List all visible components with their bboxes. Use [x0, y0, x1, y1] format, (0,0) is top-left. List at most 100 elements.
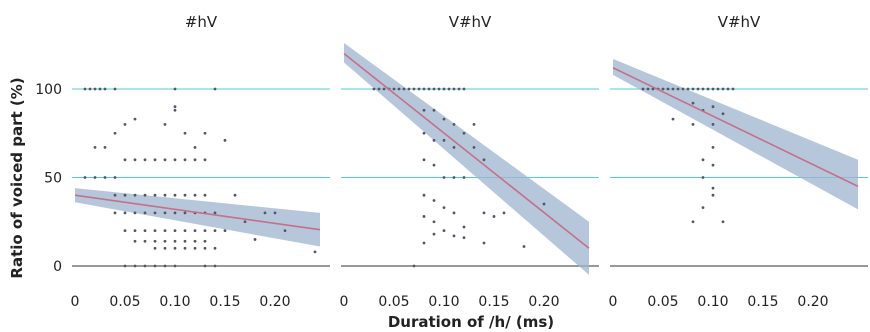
data-point [452, 87, 456, 91]
data-point [502, 211, 506, 215]
panels-layer: 0 50 100 #hV 0 0.05 0.10 0.15 0.20 V#hV 0 0.05 0.10 0… [35, 13, 868, 310]
data-point [83, 176, 87, 179]
data-point [392, 87, 396, 91]
data-point [422, 87, 426, 91]
data-point [417, 87, 421, 91]
data-point [666, 87, 670, 91]
x-tick-label: 0.10 [697, 294, 728, 310]
data-point [213, 87, 217, 91]
data-point [407, 87, 411, 91]
y-tick-label: 0 [53, 259, 62, 275]
data-point [447, 87, 451, 91]
data-point [193, 246, 197, 250]
x-tick-label: 0 [340, 294, 349, 310]
data-point [671, 87, 675, 91]
data-point [661, 87, 665, 91]
data-point [133, 117, 137, 121]
data-point [103, 87, 107, 91]
data-point [482, 211, 486, 215]
x-tick-label: 0.05 [647, 294, 678, 310]
x-axis-title: Duration of /h/ (ms) [388, 313, 554, 331]
data-point [193, 229, 197, 233]
data-point [173, 108, 177, 112]
data-point [133, 193, 137, 197]
x-tick-label: 0.20 [797, 294, 828, 310]
data-point [173, 158, 177, 162]
data-point [422, 158, 426, 162]
data-point [676, 87, 680, 91]
data-point [143, 264, 147, 268]
confidence-band [75, 188, 320, 247]
data-point [113, 211, 117, 215]
data-point [183, 131, 187, 135]
data-point [716, 87, 720, 91]
data-point [173, 87, 177, 91]
data-point [701, 87, 705, 91]
data-point [93, 87, 97, 91]
data-point [731, 87, 735, 91]
data-point [163, 239, 167, 243]
data-point [223, 229, 227, 233]
data-point [183, 229, 187, 233]
fit-line [74, 194, 321, 231]
x-tick-label: 0.10 [159, 294, 190, 310]
data-point [646, 87, 650, 91]
data-point [163, 211, 167, 215]
data-point [98, 87, 102, 91]
data-point [422, 131, 426, 135]
data-point [452, 176, 456, 179]
confidence-band [613, 58, 858, 210]
data-point [133, 264, 137, 268]
data-point [133, 229, 137, 233]
data-point [203, 158, 207, 162]
data-point [203, 131, 207, 135]
data-point [442, 176, 446, 179]
data-point [432, 87, 436, 91]
data-point [711, 123, 715, 126]
x-tick-label: 0.20 [528, 294, 559, 310]
data-point [183, 158, 187, 162]
data-point [153, 211, 157, 215]
x-tick-label: 0.05 [109, 294, 140, 310]
data-point [397, 87, 401, 91]
data-point [113, 176, 117, 179]
data-point [462, 131, 466, 135]
data-point [193, 239, 197, 243]
data-point [173, 229, 177, 233]
data-point [203, 246, 207, 250]
data-point [173, 193, 177, 197]
data-point [696, 87, 700, 91]
data-point [457, 87, 461, 91]
data-point [163, 246, 167, 250]
data-point [153, 193, 157, 197]
data-point [143, 211, 147, 215]
data-point [452, 234, 456, 238]
data-point [203, 229, 207, 233]
data-point [163, 193, 167, 197]
data-point [671, 117, 675, 121]
x-tick-label: 0.15 [209, 294, 240, 310]
data-point [103, 146, 107, 149]
data-point [143, 193, 147, 197]
data-point [686, 87, 690, 91]
data-point [442, 229, 446, 233]
data-point [382, 87, 386, 91]
data-point [93, 146, 97, 149]
data-point [522, 245, 526, 248]
data-point [173, 105, 177, 109]
data-point [462, 236, 466, 240]
data-point [123, 229, 127, 233]
data-point [711, 186, 715, 190]
data-point [711, 105, 715, 109]
data-point [213, 211, 217, 215]
data-point [422, 108, 426, 112]
data-point [173, 264, 177, 268]
data-point [123, 123, 127, 126]
data-point [253, 238, 257, 241]
data-point [213, 229, 217, 233]
data-point [223, 138, 227, 142]
data-point [542, 202, 546, 206]
data-point [681, 87, 685, 91]
data-point [143, 229, 147, 233]
data-point [183, 246, 187, 250]
